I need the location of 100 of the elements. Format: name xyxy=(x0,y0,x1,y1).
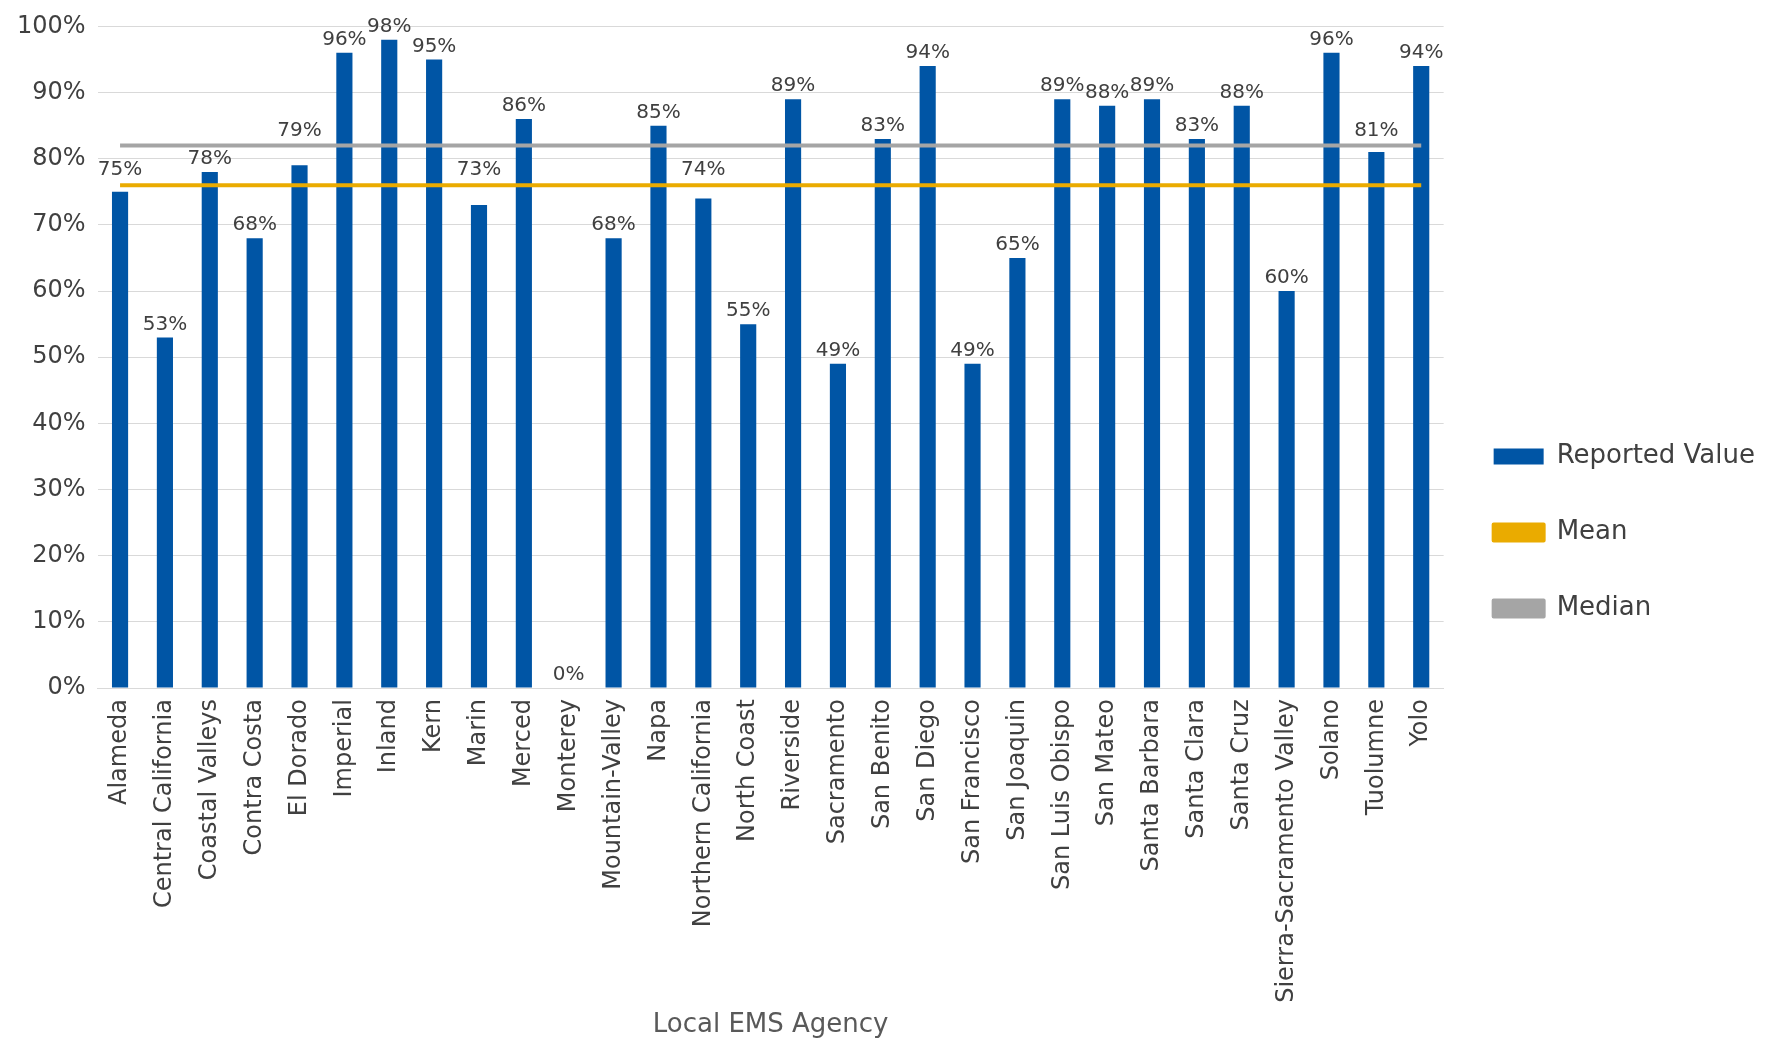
data-label: 65% xyxy=(995,231,1040,256)
bar xyxy=(246,238,263,688)
y-tick-label: 100% xyxy=(16,10,86,39)
bar xyxy=(336,52,353,688)
bar xyxy=(381,39,398,688)
bar xyxy=(695,198,712,688)
bar xyxy=(784,99,802,688)
x-tick-label: Yolo xyxy=(1405,699,1434,748)
data-label: 55% xyxy=(725,297,771,322)
x-tick-label: San Francisco xyxy=(956,699,985,864)
data-label: 79% xyxy=(277,116,322,141)
x-tick-label: Sierra-Sacramento Valley xyxy=(1270,699,1299,1003)
data-label: 94% xyxy=(905,39,950,64)
data-label: 85% xyxy=(636,98,681,123)
x-tick-label: Coastal Valleys xyxy=(194,699,223,881)
data-label: 89% xyxy=(770,72,816,97)
data-label: 49% xyxy=(950,337,995,362)
data-label: 88% xyxy=(1219,79,1264,104)
y-tick-label: 20% xyxy=(32,539,86,568)
bar xyxy=(1099,105,1116,688)
x-tick-label: Central California xyxy=(149,699,178,909)
x-tick-label: Merced xyxy=(508,699,537,788)
x-tick-label: Marin xyxy=(463,699,492,767)
legend-label: Mean xyxy=(1556,515,1628,546)
bar xyxy=(156,337,173,688)
data-label: 95% xyxy=(411,32,457,57)
bar xyxy=(919,66,936,688)
x-tick-label: Tuolumne xyxy=(1360,699,1389,817)
data-label: 96% xyxy=(322,26,367,51)
data-label: 78% xyxy=(187,145,233,170)
y-tick-label: 90% xyxy=(32,76,86,105)
x-tick-label: San Benito xyxy=(867,699,896,830)
x-tick-label: San Joaquin xyxy=(1001,699,1030,841)
data-label: 49% xyxy=(815,337,861,362)
data-label: 86% xyxy=(501,92,547,117)
bar xyxy=(470,205,488,688)
bar xyxy=(605,238,622,688)
y-tick-label: 50% xyxy=(32,341,86,370)
x-tick-label: Mountain-Valley xyxy=(597,699,626,890)
x-tick-label: Inland xyxy=(373,699,402,774)
bar xyxy=(964,363,981,688)
x-tick-label: Monterey xyxy=(552,699,581,813)
x-tick-label: North Coast xyxy=(732,699,761,842)
bar xyxy=(1368,152,1385,688)
x-axis-title: Local EMS Agency xyxy=(652,1008,889,1039)
x-tick-label: Santa Clara xyxy=(1181,699,1210,839)
bar xyxy=(1233,105,1250,688)
y-tick-label: 30% xyxy=(32,473,86,502)
x-tick-label: Kern xyxy=(418,699,447,754)
bar xyxy=(650,125,667,688)
data-label: 89% xyxy=(1129,72,1175,97)
data-label: 89% xyxy=(1040,72,1085,97)
bar xyxy=(1143,99,1161,688)
data-label: 83% xyxy=(1174,112,1220,137)
bar xyxy=(291,165,308,688)
data-label: 81% xyxy=(1354,116,1399,141)
legend-label: Reported Value xyxy=(1556,439,1756,470)
data-label: 94% xyxy=(1398,39,1444,64)
x-tick-label: Sacramento xyxy=(822,699,851,845)
x-tick-label: San Mateo xyxy=(1091,699,1120,827)
data-label: 60% xyxy=(1264,264,1309,289)
data-label: 68% xyxy=(591,211,636,236)
y-tick-label: 70% xyxy=(32,209,86,238)
data-label: 73% xyxy=(456,156,502,181)
y-tick-label: 0% xyxy=(47,672,86,701)
x-tick-label: Santa Cruz xyxy=(1225,699,1254,831)
bar xyxy=(426,59,443,688)
data-label: 75% xyxy=(97,156,143,181)
x-tick-label: Alameda xyxy=(104,699,133,805)
x-tick-label: Northern California xyxy=(687,699,716,928)
x-tick-label: El Dorado xyxy=(283,699,312,817)
bar xyxy=(829,363,847,688)
x-tick-label: Solano xyxy=(1315,699,1344,781)
data-label: 0% xyxy=(552,661,585,686)
data-label: 88% xyxy=(1084,79,1130,104)
x-tick-label: Santa Barbara xyxy=(1136,699,1165,872)
bar xyxy=(515,119,532,688)
bar xyxy=(1009,257,1026,688)
y-tick-label: 10% xyxy=(32,606,86,635)
data-label: 68% xyxy=(232,211,277,236)
bar xyxy=(1278,291,1295,688)
x-tick-label: Contra Costa xyxy=(238,699,267,856)
bar xyxy=(1054,99,1071,688)
y-tick-label: 80% xyxy=(32,142,86,171)
bar xyxy=(1413,66,1430,688)
x-tick-label: San Luis Obispo xyxy=(1046,699,1075,891)
data-label: 74% xyxy=(681,156,726,181)
y-tick-label: 60% xyxy=(32,275,86,304)
data-label: 83% xyxy=(860,112,906,137)
x-tick-label: San Diego xyxy=(911,699,940,822)
data-label: 96% xyxy=(1309,26,1354,51)
y-tick-label: 40% xyxy=(32,407,86,436)
data-label: 98% xyxy=(367,12,412,37)
x-tick-label: Napa xyxy=(642,699,671,762)
bar xyxy=(740,324,757,688)
bar xyxy=(201,171,218,688)
x-tick-label: Imperial xyxy=(328,699,357,798)
bar xyxy=(1323,52,1340,688)
bar xyxy=(874,138,891,688)
x-tick-label: Riverside xyxy=(777,699,806,811)
